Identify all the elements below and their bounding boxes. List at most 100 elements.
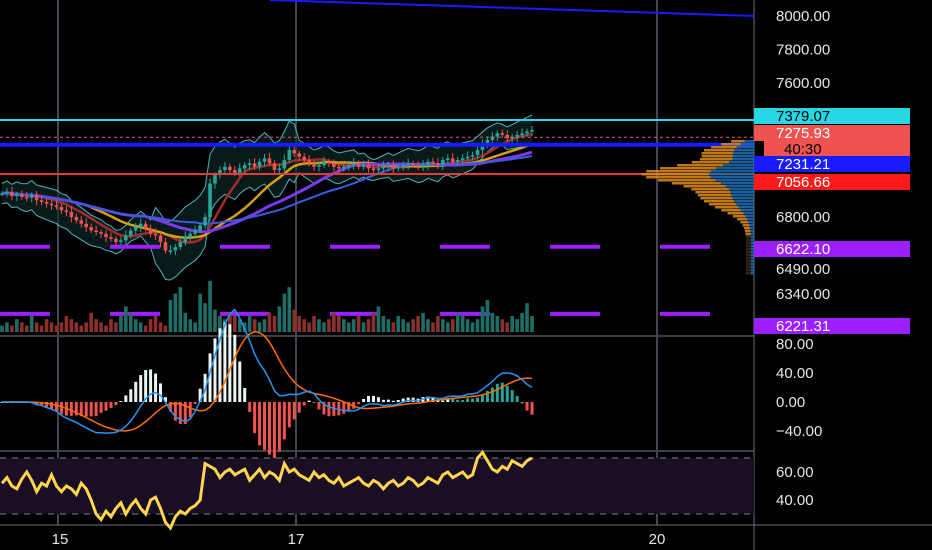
macd-histogram-bar <box>292 402 296 420</box>
price-pane[interactable] <box>0 0 755 332</box>
date-axis[interactable]: 15 17 20 <box>52 531 666 548</box>
macd-histogram-bar <box>50 402 54 410</box>
volume-bar <box>361 322 366 332</box>
macd-histogram-bar <box>134 381 138 402</box>
volume-profile-bar <box>746 269 751 272</box>
macd-histogram-bar <box>381 399 385 402</box>
macd-pane[interactable] <box>0 308 534 458</box>
volume-profile-bar <box>708 173 754 176</box>
volume-bar <box>386 319 391 332</box>
candle-body <box>307 160 311 164</box>
candle-body <box>267 158 272 164</box>
rsi-pane[interactable] <box>0 449 754 531</box>
volume-bar <box>143 325 148 332</box>
candle-body <box>371 168 376 171</box>
macd-histogram-bar <box>154 373 158 402</box>
volume-bar <box>133 319 138 332</box>
macd-histogram-bar <box>312 402 316 403</box>
macd-histogram-bar <box>248 402 252 412</box>
price-tick-label: 7800.00 <box>776 42 830 59</box>
volume-bar <box>371 312 376 332</box>
macd-histogram-bar <box>337 402 341 416</box>
volume-profile-bar <box>750 248 754 251</box>
volume-bar <box>109 319 113 332</box>
volume-profile-bar <box>732 158 754 161</box>
macd-histogram-bar <box>485 390 489 402</box>
macd-histogram-bar <box>253 402 257 434</box>
volume-bar <box>257 322 262 332</box>
candle-body <box>302 156 306 161</box>
volume-bar <box>317 319 321 332</box>
macd-histogram-bar <box>183 402 187 424</box>
macd-histogram-bar <box>208 353 212 402</box>
volume-profile-bar <box>750 263 754 266</box>
volume-bar <box>213 309 217 332</box>
macd-histogram-bar <box>233 334 237 402</box>
candle-body <box>15 194 19 197</box>
volume-bar <box>262 319 267 332</box>
volume-profile-bar <box>701 155 734 158</box>
candle-body <box>79 220 84 224</box>
price-axis[interactable]: 8000.00 7800.00 7600.00 6800.00 6490.00 6340.… <box>754 8 910 509</box>
candle-body <box>94 230 98 233</box>
macd-histogram-bar <box>94 402 98 417</box>
volume-bar <box>183 312 188 332</box>
macd-histogram-bar <box>163 397 167 402</box>
volume-profile-bar <box>699 158 733 161</box>
volume-profile-bar <box>750 236 754 239</box>
candle-body <box>213 175 217 184</box>
macd-histogram-bar <box>282 402 286 440</box>
price-tick-label: 6340.00 <box>776 286 830 303</box>
volume-bar <box>307 322 311 332</box>
candle-body <box>228 166 232 171</box>
volume-profile-bar <box>750 239 754 242</box>
macd-histogram-bar <box>431 397 435 402</box>
macd-histogram-bar <box>159 383 163 402</box>
macd-histogram-bar <box>69 402 73 416</box>
macd-histogram-bar <box>129 389 133 402</box>
volume-profile-bar <box>697 194 732 197</box>
candle-body <box>426 161 430 166</box>
macd-histogram-bar <box>263 402 267 451</box>
macd-histogram-bar <box>79 402 83 417</box>
trend-line <box>269 0 755 17</box>
macd-histogram-bar <box>139 375 143 402</box>
macd-histogram-bar <box>168 402 172 412</box>
candle-body <box>361 165 366 167</box>
candle-body <box>153 233 158 236</box>
volume-bar <box>341 319 346 332</box>
volume-bar <box>505 322 510 332</box>
volume-bar <box>74 322 79 332</box>
candle-body <box>193 230 197 234</box>
macd-histogram-bar <box>54 402 58 411</box>
macd-histogram-bar <box>505 386 509 402</box>
macd-histogram-bar <box>198 388 202 402</box>
volume-bar <box>138 322 143 332</box>
candle-body <box>5 191 9 194</box>
macd-histogram-bar <box>89 402 93 417</box>
volume-bar <box>94 319 98 332</box>
candle-body <box>104 233 108 238</box>
volume-profile-bar <box>736 146 754 149</box>
volume-profile-bar <box>740 209 754 212</box>
volume-bar <box>24 325 29 332</box>
volume-profile-bar <box>731 194 754 197</box>
volume-profile-bar <box>714 206 739 209</box>
volume-profile-bar <box>728 188 754 191</box>
macd-histogram-bar <box>322 402 326 415</box>
volume-profile-bar <box>729 161 754 164</box>
volume-bar <box>203 303 207 332</box>
volume-profile-bar <box>750 257 754 260</box>
macd-histogram-bar <box>367 395 371 402</box>
candle-body <box>455 160 460 162</box>
volume-bar <box>426 319 430 332</box>
volume-bar <box>500 319 505 332</box>
price-tag-bg <box>764 141 910 157</box>
volume-bar <box>470 322 475 332</box>
rsi-tick-label: 40.00 <box>776 492 814 509</box>
macd-histogram-bar <box>287 402 291 428</box>
candle-body <box>445 158 450 161</box>
